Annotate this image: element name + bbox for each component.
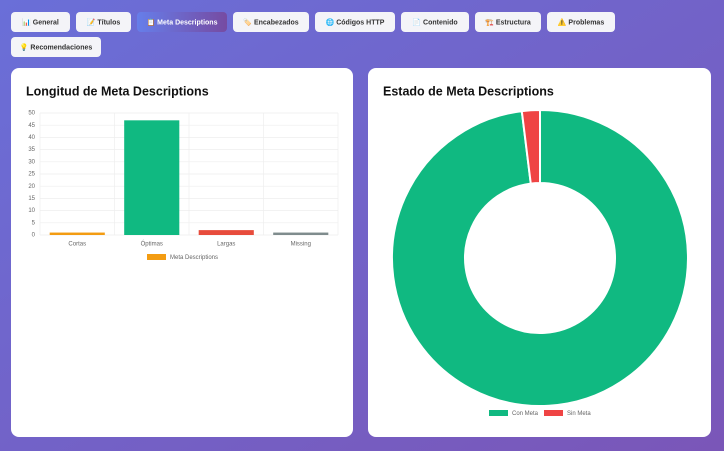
tab[interactable] (76, 12, 131, 32)
y-tick-label: 45 (28, 123, 35, 129)
legend-label: Con Meta (512, 411, 539, 417)
tab[interactable] (11, 37, 101, 57)
y-tick-label: 35 (28, 147, 35, 153)
legend-swatch (489, 410, 508, 416)
y-tick-label: 5 (32, 220, 36, 226)
tab-label[interactable]: 💡 Recomendaciones (20, 42, 93, 51)
bar (124, 120, 180, 235)
tab-label[interactable]: 📄 Contenido (412, 17, 457, 26)
tab[interactable] (233, 12, 309, 32)
tab-label[interactable]: 🏷️ Encabezados (243, 17, 299, 26)
x-tick-label: Largas (217, 242, 235, 248)
bar (273, 232, 329, 235)
tab-label[interactable]: 🌐 Códigos HTTP (326, 17, 385, 26)
y-tick-label: 30 (28, 159, 35, 165)
tab[interactable] (137, 12, 227, 32)
chart-title: Longitud de Meta Descriptions (26, 84, 209, 98)
tab-label[interactable]: 📝 Títulos (87, 17, 121, 26)
x-tick-label: Missing (291, 242, 311, 248)
tab[interactable] (547, 12, 615, 32)
x-tick-label: Óptimas (141, 241, 163, 248)
tab[interactable] (401, 12, 469, 32)
tab[interactable] (11, 12, 70, 32)
tab[interactable] (315, 12, 395, 32)
tab-label[interactable]: 📋 Meta Descriptions (147, 17, 218, 26)
bar (49, 232, 105, 235)
y-tick-label: 40 (28, 135, 35, 141)
tab-label[interactable]: 📊 General (22, 17, 59, 26)
card (11, 68, 353, 437)
tab-label[interactable]: ⚠️ Problemas (558, 17, 605, 26)
x-tick-label: Cortas (68, 242, 86, 248)
y-tick-label: 50 (28, 111, 35, 117)
legend-swatch (147, 254, 166, 260)
doughnut-slice (390, 108, 689, 407)
y-tick-label: 20 (28, 184, 35, 190)
legend-swatch (544, 410, 563, 416)
y-tick-label: 15 (28, 196, 35, 202)
legend-label: Meta Descriptions (170, 255, 218, 261)
tab[interactable] (475, 12, 541, 32)
tab-label[interactable]: 🏗️ Estructura (485, 18, 531, 26)
y-tick-label: 25 (28, 172, 35, 178)
bar (198, 230, 254, 235)
y-tick-label: 0 (32, 233, 36, 239)
y-tick-label: 10 (28, 208, 35, 214)
chart-title: Estado de Meta Descriptions (383, 84, 554, 98)
legend-label: Sin Meta (567, 411, 591, 417)
doughnut-slice (520, 108, 541, 185)
